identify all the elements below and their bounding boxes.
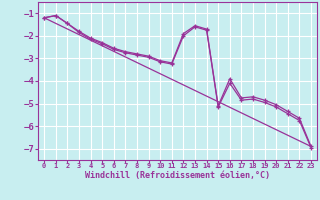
X-axis label: Windchill (Refroidissement éolien,°C): Windchill (Refroidissement éolien,°C) — [85, 171, 270, 180]
